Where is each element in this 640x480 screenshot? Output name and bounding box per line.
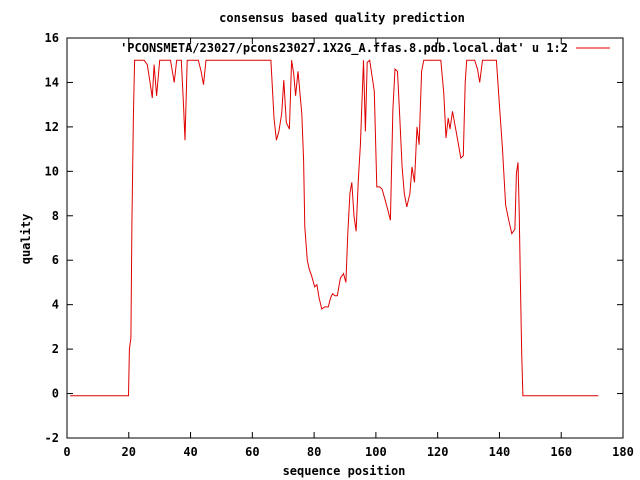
- y-tick-label: 2: [52, 342, 59, 356]
- y-tick-label: 8: [52, 209, 59, 223]
- x-tick-label: 80: [307, 445, 321, 459]
- x-axis-label: sequence position: [283, 464, 406, 478]
- y-tick-label: 6: [52, 253, 59, 267]
- legend: 'PCONSMETA/23027/pcons23027.1X2G_A.ffas.…: [120, 41, 610, 56]
- x-tick-label: 120: [427, 445, 449, 459]
- x-tick-label: 40: [183, 445, 197, 459]
- y-tick-label: 14: [45, 75, 59, 89]
- x-tick-label: 100: [365, 445, 387, 459]
- x-tick-label: 0: [63, 445, 70, 459]
- x-tick-label: 160: [550, 445, 572, 459]
- x-ticks: 0 20 40 60 80 100 120 140 160 180: [63, 38, 634, 459]
- x-tick-label: 140: [489, 445, 511, 459]
- y-tick-label: 0: [52, 387, 59, 401]
- y-ticks: -2 0 2 4 6 8 10 12 14 16: [45, 31, 623, 445]
- y-tick-label: 16: [45, 31, 59, 45]
- data-series: [70, 59, 599, 397]
- x-tick-label: 180: [612, 445, 634, 459]
- x-tick-label: 20: [122, 445, 136, 459]
- x-tick-label: 60: [245, 445, 259, 459]
- y-tick-label: -2: [45, 431, 59, 445]
- chart-title: consensus based quality prediction: [219, 11, 465, 25]
- plot-frame: [66, 37, 624, 439]
- legend-entry-label: 'PCONSMETA/23027/pcons23027.1X2G_A.ffas.…: [120, 41, 568, 56]
- y-tick-label: 12: [45, 120, 59, 134]
- y-tick-label: 10: [45, 164, 59, 178]
- series-line: [70, 59, 599, 397]
- y-axis-label: quality: [19, 214, 33, 265]
- y-tick-label: 4: [52, 298, 59, 312]
